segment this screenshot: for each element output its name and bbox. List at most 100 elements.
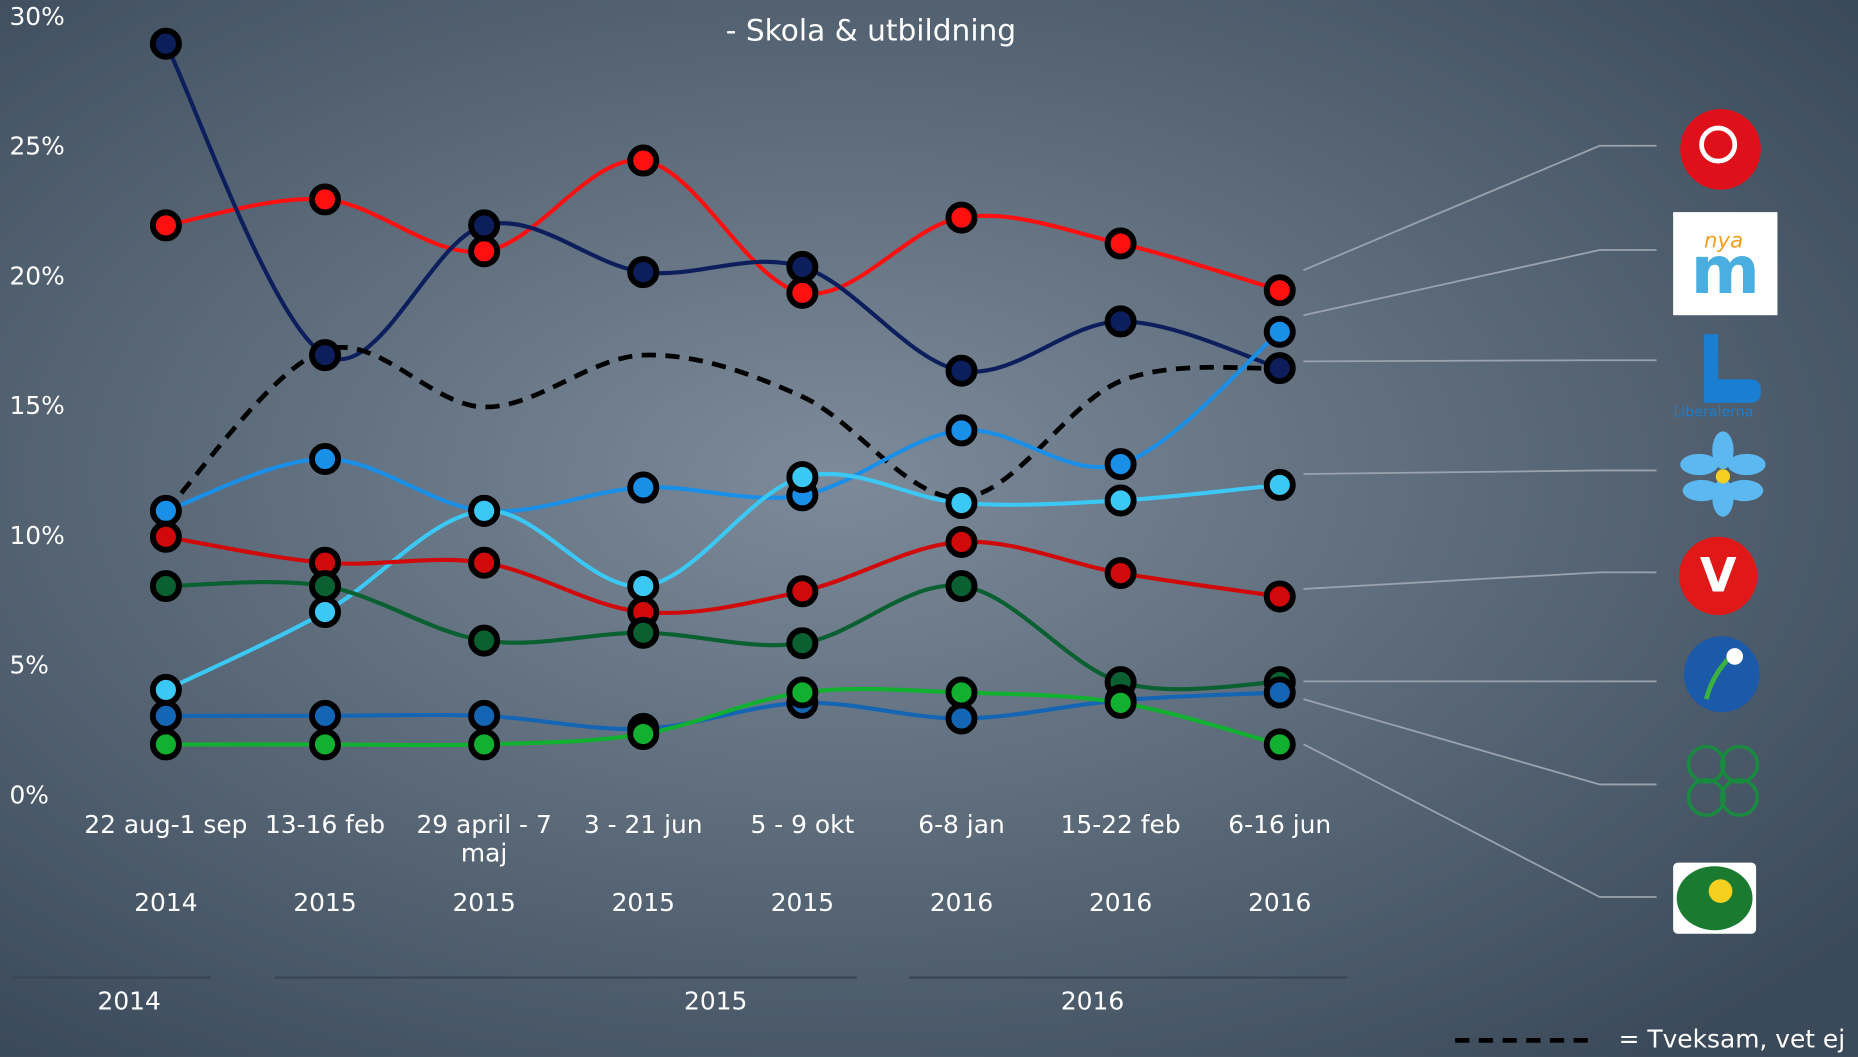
logo-text: V [1700, 548, 1737, 603]
x-tick-label: 5 - 9 okt [750, 810, 855, 839]
data-point [309, 699, 342, 732]
chart-title: - Skola & utbildning [726, 14, 1016, 48]
x-tick-label: 15-22 feb [1060, 810, 1181, 839]
data-point [309, 183, 342, 216]
x-year-label: 2016 [930, 888, 993, 917]
data-point [627, 144, 660, 177]
data-point [149, 699, 182, 732]
x-year-label: 2015 [612, 888, 675, 917]
data-point [468, 209, 501, 242]
x-tick-label-box: 15-22 feb [1060, 810, 1181, 839]
y-tick-label: 20% [9, 261, 64, 290]
y-tick-label: 30% [9, 2, 64, 31]
data-point [627, 570, 660, 603]
series-line [165, 580, 1280, 692]
x-tick-label-box: 13-16 feb [264, 810, 386, 839]
data-point [1104, 305, 1137, 338]
x-tick-label-box: 22 aug-1 sep [84, 810, 248, 839]
x-tick-label-box: 6-8 jan [918, 810, 1005, 839]
x-tick-label-box: 29 april - 7 maj [416, 810, 552, 868]
logo-text: nya [1704, 229, 1743, 254]
year-group-label: 2014 [98, 986, 161, 1015]
connectors [1303, 144, 1657, 898]
data-point [149, 27, 182, 60]
data-point [1263, 352, 1296, 385]
x-tick-label: 29 april - 7 maj [416, 810, 552, 868]
y-tick-label: 15% [9, 391, 64, 420]
series-line [165, 686, 1281, 748]
x-year-label: 2015 [771, 888, 834, 917]
data-point [1263, 676, 1296, 709]
data-point [1263, 580, 1296, 613]
data-point [786, 250, 819, 283]
data-point [468, 494, 501, 527]
x-tick-label: 6-8 jan [918, 810, 1005, 839]
data-point [786, 627, 819, 660]
data-point [1263, 315, 1296, 348]
data-point [945, 676, 978, 709]
data-point [309, 596, 342, 629]
data-point [1263, 274, 1296, 307]
data-point [468, 728, 501, 761]
x-tick-label: 3 - 21 jun [583, 810, 703, 839]
series-line [164, 471, 1280, 692]
data-point [945, 354, 978, 387]
data-point [627, 471, 660, 504]
series-line [165, 158, 1281, 296]
x-tick-label-box: 5 - 9 okt [750, 810, 855, 839]
logos: nya m Liberalerna V [1673, 109, 1778, 934]
logo-text: m [1691, 231, 1760, 309]
data-point [1263, 728, 1296, 761]
data-point [149, 520, 182, 553]
x-year-label: 2015 [452, 888, 515, 917]
x-tick-label: 6-16 jun [1228, 810, 1332, 839]
data-point [627, 718, 660, 751]
data-point [945, 570, 978, 603]
data-point [468, 624, 501, 657]
data-point [309, 339, 342, 372]
data-point [309, 570, 342, 603]
year-group-label: 2015 [684, 986, 747, 1015]
y-tick-label: 10% [9, 521, 64, 550]
data-point [149, 494, 182, 527]
data-point [1104, 448, 1137, 481]
y-tick-label: 5% [9, 651, 48, 680]
x-tick-label: 13-16 feb [264, 810, 386, 839]
y-tick-label: 0% [9, 780, 48, 809]
data-point [945, 487, 978, 520]
data-point [945, 201, 978, 234]
data-point [786, 676, 819, 709]
data-point [786, 276, 819, 309]
data-point [1104, 686, 1137, 719]
data-point [1104, 484, 1137, 517]
x-year-label: 2016 [1248, 888, 1311, 917]
series-line [165, 534, 1281, 616]
data-point [627, 256, 660, 289]
data-point [468, 235, 501, 268]
legend-label: = Tveksam, vet ej [1619, 1024, 1846, 1053]
data-point [309, 728, 342, 761]
data-point [468, 546, 501, 579]
year-group-label: 2016 [1061, 986, 1124, 1015]
data-point [149, 570, 182, 603]
data-point [468, 699, 501, 732]
x-year-label: 2015 [293, 888, 356, 917]
data-point [1263, 468, 1296, 501]
data-point [786, 461, 819, 494]
x-tick-label: 22 aug-1 sep [84, 810, 248, 839]
data-point [309, 442, 342, 475]
data-point [1104, 227, 1137, 260]
logo-text: Liberalerna [1673, 404, 1753, 420]
y-tick-label: 25% [9, 132, 64, 161]
x-tick-label-box: 6-16 jun [1228, 810, 1332, 839]
data-point [149, 673, 182, 706]
data-point [945, 525, 978, 558]
x-tick-label-box: 3 - 21 jun [583, 810, 703, 839]
data-point [149, 209, 182, 242]
data-point [1104, 557, 1137, 590]
data-point [945, 702, 978, 735]
data-point [945, 414, 978, 447]
data-point [627, 616, 660, 649]
